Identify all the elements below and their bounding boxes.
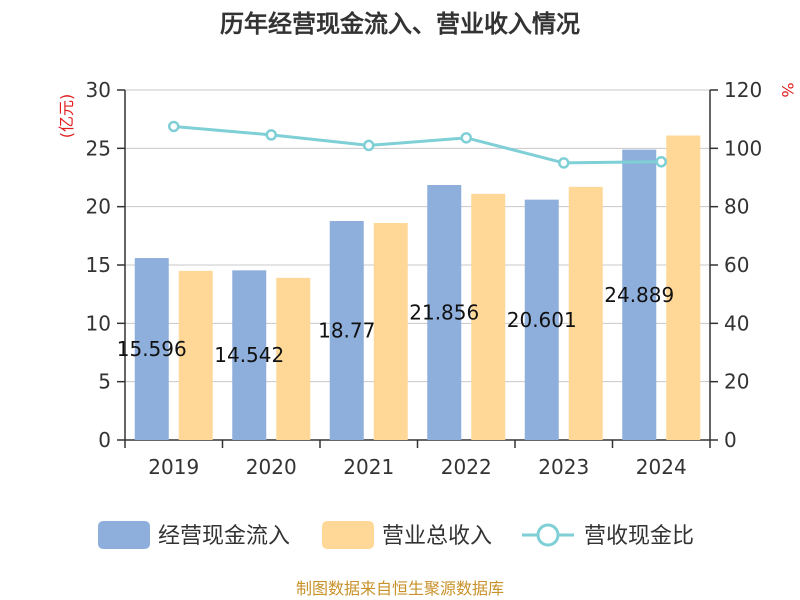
cash-inflow-value-label: 15.596 <box>117 337 187 361</box>
cash-inflow-bar <box>134 258 169 440</box>
y-right-tick-label: 0 <box>724 428 737 452</box>
ratio-line <box>168 120 667 169</box>
y-left-tick-label: 30 <box>86 78 111 102</box>
ratio-point <box>168 120 180 133</box>
ratio-point <box>460 132 472 144</box>
y-left-tick-label: 25 <box>86 136 111 160</box>
y-left-unit: (亿元) <box>57 94 76 139</box>
y-left-tick-label: 15 <box>86 253 111 277</box>
revenue-bar <box>471 193 506 440</box>
y-left-tick-label: 20 <box>86 195 111 219</box>
legend-label-ratio: 营收现金比 <box>584 524 694 549</box>
y-left-tick-label: 10 <box>86 311 111 335</box>
y-right-tick-label: 60 <box>724 253 749 277</box>
x-tick-label: 2020 <box>246 455 297 479</box>
y-left-tick-label: 5 <box>98 370 111 394</box>
revenue-bar <box>373 223 408 440</box>
y-left-tick-label: 0 <box>98 428 111 452</box>
cash-inflow-value-label: 21.856 <box>409 301 479 325</box>
cash-inflow-bar <box>232 270 267 440</box>
bar-labels: 15.596 14.542 18.77 21.856 20.601 24.889 <box>117 283 674 367</box>
cash-inflow-value-label: 18.77 <box>318 319 375 343</box>
legend-swatch-cash-inflow <box>98 521 150 549</box>
x-tick-label: 2021 <box>343 455 394 479</box>
cash-inflow-bar <box>524 199 559 440</box>
revenue-bar <box>568 186 603 440</box>
legend-swatch-ratio-marker <box>536 523 560 547</box>
y-right-tick-label: 40 <box>724 311 749 335</box>
grid-lines <box>125 89 710 383</box>
y-right-tick-label: 20 <box>724 370 749 394</box>
ratio-point <box>265 129 277 141</box>
revenue-bar <box>666 135 701 440</box>
cash-inflow-value-label: 24.889 <box>604 283 674 307</box>
x-tick-label: 2023 <box>538 455 589 479</box>
y-right-unit: % <box>778 82 797 97</box>
x-tick-label: 2022 <box>441 455 492 479</box>
ratio-point <box>558 157 570 169</box>
legend-label-revenue: 营业总收入 <box>382 524 492 549</box>
bars <box>134 135 701 440</box>
cash-inflow-bar <box>622 149 657 440</box>
axes: 0 5 10 15 20 25 30 0 20 40 60 80 100 120 2019 2020 2021 2… <box>86 78 763 479</box>
cash-inflow-bar <box>329 221 364 440</box>
x-tick-label: 2019 <box>148 455 199 479</box>
source-note: 制图数据来自恒生聚源数据库 <box>296 579 504 598</box>
cash-inflow-value-label: 14.542 <box>214 343 284 367</box>
revenue-bar <box>178 270 213 440</box>
chart-title: 历年经营现金流入、营业收入情况 <box>220 10 580 38</box>
legend: 经营现金流入 营业总收入 营收现金比 <box>98 521 694 549</box>
ratio-point <box>363 139 375 152</box>
legend-swatch-revenue <box>322 521 374 549</box>
ratio-point <box>655 156 667 168</box>
x-tick-label: 2024 <box>636 455 687 479</box>
y-right-tick-label: 80 <box>724 195 749 219</box>
legend-label-cash-inflow: 经营现金流入 <box>158 524 290 549</box>
cash-inflow-bar <box>427 185 462 440</box>
ratio-line-path <box>173 124 662 165</box>
revenue-bar <box>276 277 311 440</box>
cash-inflow-value-label: 20.601 <box>507 308 577 332</box>
y-right-tick-label: 120 <box>724 78 762 102</box>
y-right-tick-label: 100 <box>724 136 762 160</box>
